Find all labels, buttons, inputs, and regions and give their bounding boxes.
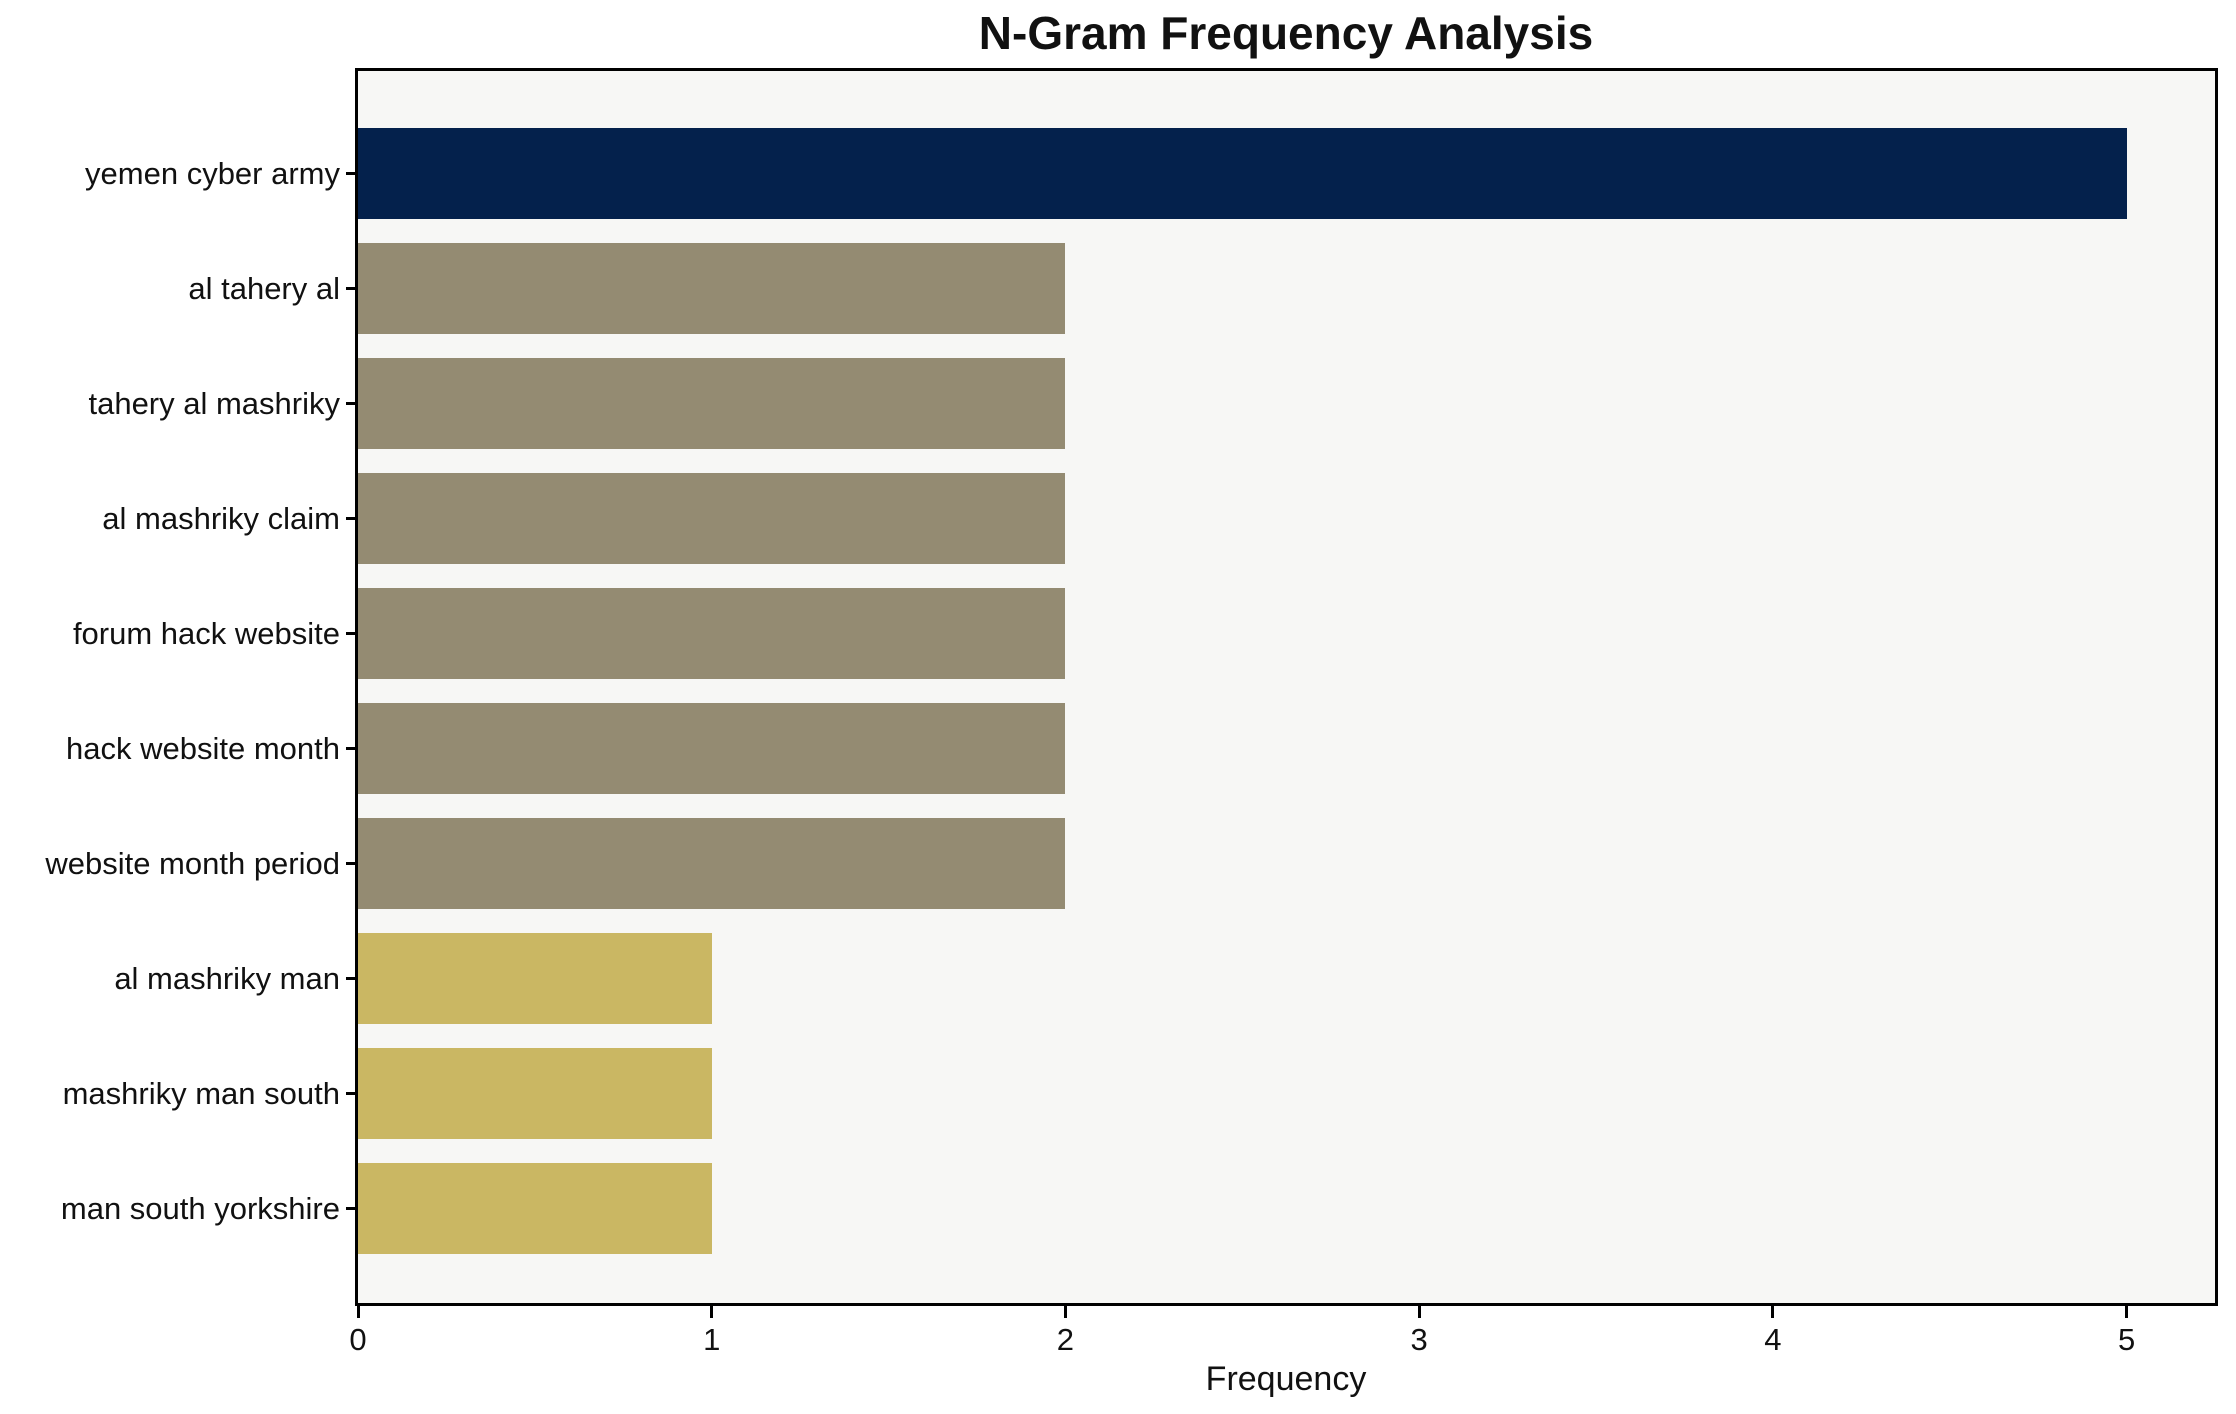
x-tick-label: 2 bbox=[1056, 1322, 1075, 1357]
y-tick-mark bbox=[346, 172, 358, 175]
y-tick-mark bbox=[346, 632, 358, 635]
bar-yemen-cyber-army bbox=[358, 128, 2127, 219]
bar-al-mashriky-man bbox=[358, 933, 712, 1024]
y-tick-label: yemen cyber army bbox=[85, 155, 340, 191]
y-tick-label: hack website month bbox=[66, 730, 340, 766]
y-tick-mark bbox=[346, 517, 358, 520]
y-tick-label: al mashriky man bbox=[114, 960, 340, 996]
x-tick-label: 0 bbox=[349, 1322, 367, 1357]
x-axis-label: Frequency bbox=[1205, 1360, 1367, 1398]
chart-title: N-Gram Frequency Analysis bbox=[978, 7, 1594, 59]
x-tick-mark bbox=[356, 1306, 360, 1318]
x-tick-label: 5 bbox=[2117, 1322, 2136, 1357]
y-tick-label: website month period bbox=[45, 845, 340, 881]
y-tick-mark bbox=[346, 402, 358, 405]
bar-mashriky-man-south bbox=[358, 1048, 712, 1139]
y-tick-mark bbox=[346, 1207, 358, 1210]
x-tick-mark bbox=[1771, 1306, 1775, 1318]
y-tick-mark bbox=[346, 977, 358, 980]
y-tick-label: mashriky man south bbox=[62, 1075, 340, 1111]
x-tick-mark bbox=[710, 1306, 714, 1318]
y-tick-mark bbox=[346, 287, 358, 290]
bar-tahery-al-mashriky bbox=[358, 358, 1066, 449]
bar-forum-hack-website bbox=[358, 588, 1066, 679]
x-tick-mark bbox=[1063, 1306, 1067, 1318]
x-tick-label: 1 bbox=[703, 1322, 721, 1357]
y-tick-mark bbox=[346, 747, 358, 750]
bar-website-month-period bbox=[358, 818, 1066, 909]
x-tick-mark bbox=[1417, 1306, 1421, 1318]
plot-area bbox=[355, 68, 2218, 1306]
y-tick-mark bbox=[346, 862, 358, 865]
y-tick-label: al tahery al bbox=[188, 270, 340, 306]
y-tick-label: al mashriky claim bbox=[102, 500, 340, 536]
y-tick-mark bbox=[346, 1092, 358, 1095]
y-tick-label: man south yorkshire bbox=[60, 1190, 340, 1226]
bar-al-mashriky-claim bbox=[358, 473, 1066, 564]
bar-hack-website-month bbox=[358, 703, 1066, 794]
x-tick-label: 3 bbox=[1410, 1322, 1428, 1357]
y-tick-label: tahery al mashriky bbox=[88, 385, 340, 421]
bar-man-south-yorkshire bbox=[358, 1163, 712, 1254]
x-tick-label: 4 bbox=[1764, 1322, 1782, 1357]
x-tick-mark bbox=[2125, 1306, 2129, 1318]
y-tick-label: forum hack website bbox=[72, 615, 340, 651]
bar-al-tahery-al bbox=[358, 243, 1066, 334]
